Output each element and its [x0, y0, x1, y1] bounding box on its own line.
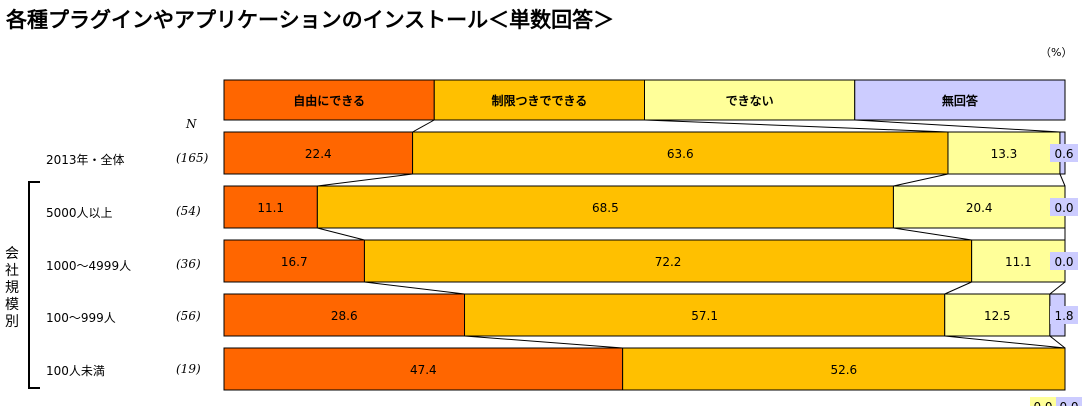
data-label-5-4: 0.0	[1059, 400, 1078, 406]
bar-4-series-2	[464, 293, 946, 337]
data-label-2-2: 68.5	[592, 201, 619, 215]
legend-swatch-3	[644, 79, 856, 121]
bar-1-series-1	[223, 131, 414, 175]
unit-label: （%）	[1040, 46, 1073, 59]
row-n-5000-plus: (54)	[176, 204, 201, 218]
chart-title: 各種プラグインやアプリケーションのインストール＜単数回答＞	[6, 8, 615, 32]
legend-label-4: 無回答	[942, 93, 979, 108]
series-line-legend-1	[412, 119, 435, 133]
legend-label-2: 制限つきでできる	[491, 93, 587, 108]
legend-label-3: できない	[726, 94, 774, 108]
bar-4-series-3	[944, 293, 1051, 337]
series-line-4-2	[944, 335, 1066, 349]
legend-swatch-1	[223, 79, 435, 121]
series-line-3-2	[944, 281, 972, 295]
company-size-bracket	[28, 181, 40, 389]
row-n-total: (165)	[176, 151, 209, 165]
row-label-1000-4999: 1000～4999人	[46, 259, 132, 273]
bar-3-series-2	[363, 239, 973, 283]
series-line-4-3	[1049, 335, 1066, 349]
bar-2-series-1	[223, 185, 318, 229]
bar-4-series-1	[223, 293, 466, 337]
data-label-2-3: 20.4	[966, 201, 993, 215]
data-label-2-1: 11.1	[257, 201, 284, 215]
data-label-bg-3-4	[1050, 252, 1078, 270]
data-label-bg-5-3	[1030, 397, 1056, 406]
row-label-5000-plus: 5000人以上	[46, 206, 113, 220]
bar-2-series-3	[892, 185, 1066, 229]
row-n-under-100: (19)	[176, 362, 201, 376]
data-label-bg-1-4	[1050, 144, 1078, 162]
data-label-bg-2-4	[1050, 198, 1078, 216]
legend-swatch-4	[854, 79, 1066, 121]
data-label-4-2: 57.1	[691, 309, 718, 323]
series-line-1-1	[317, 173, 413, 187]
data-label-4-1: 28.6	[331, 309, 358, 323]
data-label-5-2: 52.6	[830, 363, 857, 377]
data-label-1-1: 22.4	[305, 147, 332, 161]
data-label-5-1: 47.4	[410, 363, 437, 377]
data-label-3-4: 0.0	[1054, 255, 1073, 269]
bar-3-series-3	[971, 239, 1066, 283]
data-label-3-1: 16.7	[281, 255, 308, 269]
bar-5-series-1	[223, 347, 624, 391]
series-line-3-1	[364, 281, 465, 295]
series-line-legend-3	[854, 119, 1060, 133]
row-n-100-999: (56)	[176, 309, 201, 323]
row-label-100-999: 100～999人	[46, 311, 116, 325]
data-label-1-3: 13.3	[991, 147, 1018, 161]
row-label-total: 2013年・全体	[46, 153, 125, 167]
bar-1-series-2	[412, 131, 949, 175]
data-label-4-3: 12.5	[984, 309, 1011, 323]
series-line-1-2	[893, 173, 949, 187]
series-line-3-3	[1049, 281, 1066, 295]
data-label-2-4: 0.0	[1054, 201, 1073, 215]
data-label-3-2: 72.2	[655, 255, 682, 269]
data-label-3-3: 11.1	[1005, 255, 1032, 269]
bar-1-series-3	[947, 131, 1061, 175]
series-line-1-3	[1059, 173, 1066, 187]
n-header: N	[186, 117, 197, 131]
data-label-bg-5-4	[1056, 397, 1082, 406]
bar-2-series-2	[316, 185, 894, 229]
data-label-bg-4-4	[1050, 306, 1078, 324]
company-size-group-label: 会社規模別	[5, 246, 19, 330]
row-n-1000-4999: (36)	[176, 257, 201, 271]
row-label-under-100: 100人未満	[46, 364, 105, 378]
series-line-legend-2	[644, 119, 949, 133]
legend-label-1: 自由にできる	[293, 93, 365, 108]
series-line-4-1	[464, 335, 623, 349]
data-label-5-3: 0.0	[1033, 400, 1052, 406]
series-line-2-1	[317, 227, 365, 241]
bar-5-series-2	[622, 347, 1066, 391]
bar-3-series-1	[223, 239, 365, 283]
data-label-4-4: 1.8	[1054, 309, 1073, 323]
data-label-1-2: 63.6	[667, 147, 694, 161]
series-line-2-2	[893, 227, 972, 241]
data-label-1-4: 0.6	[1054, 147, 1073, 161]
